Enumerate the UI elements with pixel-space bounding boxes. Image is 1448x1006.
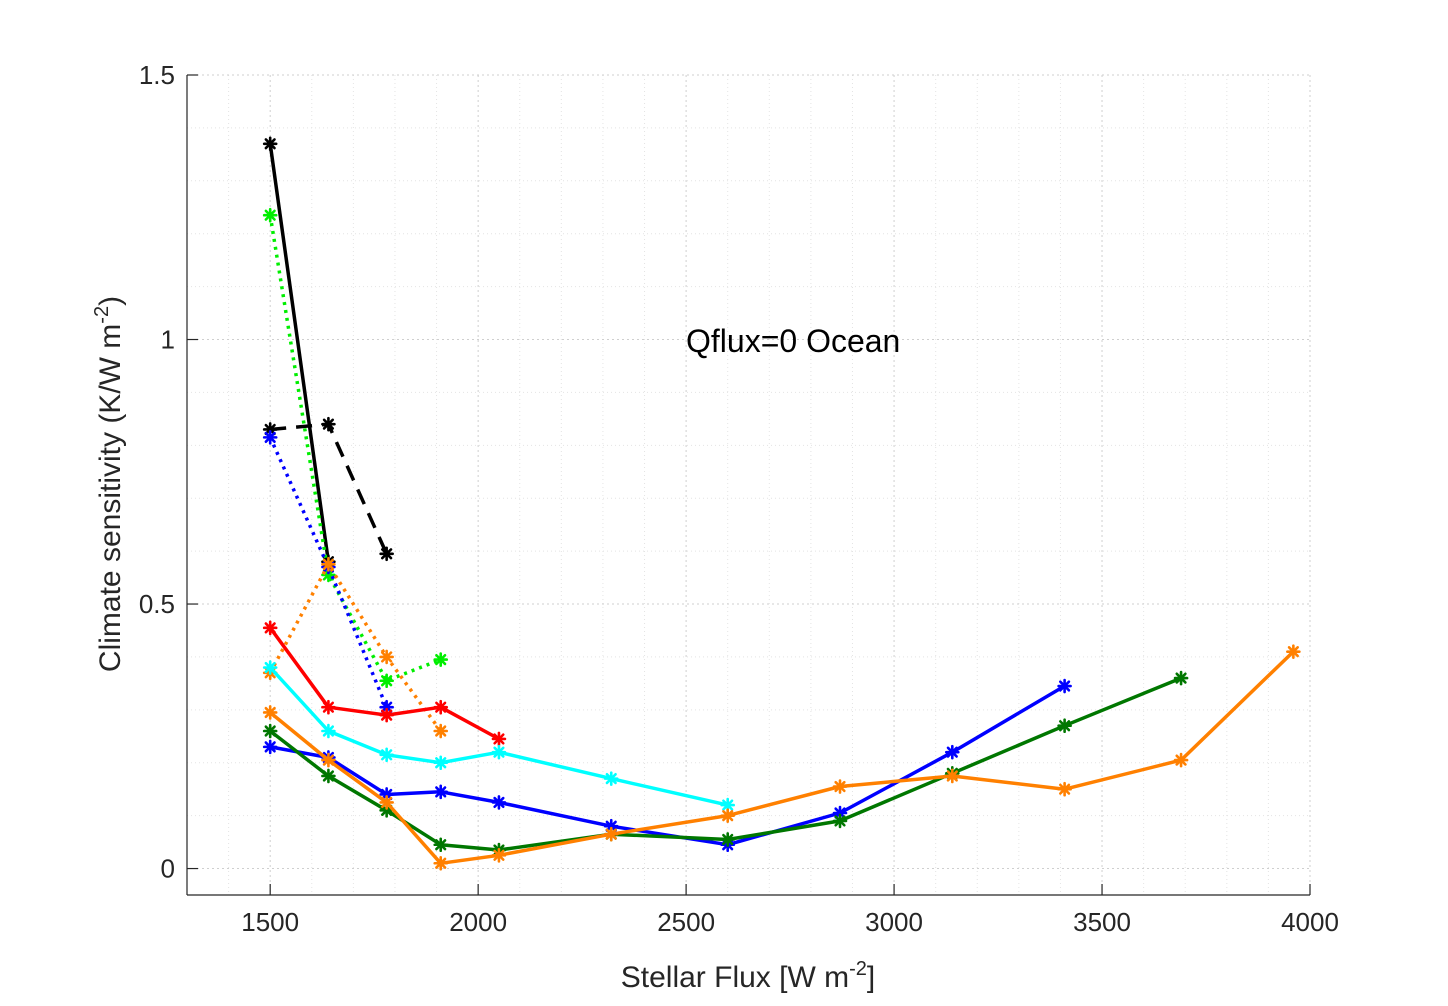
x-tick-label: 4000 — [1281, 907, 1339, 937]
data-point — [720, 832, 736, 847]
series-line-black-solid — [268, 143, 331, 562]
x-tick-label: 1500 — [241, 907, 299, 937]
x-tick-label: 2000 — [449, 907, 507, 937]
data-point — [832, 779, 848, 794]
y-tick-label: 1 — [161, 325, 175, 355]
data-point — [321, 557, 336, 572]
data-point — [491, 795, 507, 810]
data-point — [491, 848, 507, 863]
data-point — [379, 707, 394, 723]
data-point — [433, 855, 449, 871]
data-point — [321, 723, 336, 739]
data-point — [433, 784, 449, 800]
data-point — [433, 699, 449, 715]
x-tick-label: 3500 — [1073, 907, 1131, 937]
series-cyan — [262, 660, 736, 813]
data-point — [321, 699, 336, 715]
data-point — [262, 660, 278, 675]
data-point — [379, 795, 394, 810]
data-point — [262, 620, 278, 636]
data-point — [262, 430, 278, 445]
data-point — [262, 207, 278, 223]
x-axis-label: Stellar Flux [W m-2] — [621, 958, 876, 994]
data-point — [491, 731, 507, 747]
data-point — [1057, 718, 1072, 734]
data-point — [603, 771, 619, 786]
series-line-green-dotted — [268, 214, 442, 683]
series-layer — [262, 136, 1301, 871]
series-green-dotted — [262, 207, 449, 689]
data-point — [433, 837, 449, 853]
annotation-text: Qflux=0 Ocean — [686, 323, 900, 359]
y-tick-label: 0.5 — [139, 589, 175, 619]
data-point — [1057, 678, 1072, 694]
series-line-orange-dotted — [268, 562, 443, 733]
data-point — [491, 744, 507, 760]
data-point — [945, 744, 960, 760]
data-point — [262, 705, 278, 720]
data-point — [262, 739, 278, 755]
data-point — [603, 826, 619, 842]
data-point — [433, 652, 449, 667]
axes-layer: 1500 2000 2500 3000 3500 4000 0 0.5 1 1.5 — [139, 60, 1339, 937]
data-point — [832, 813, 848, 829]
y-tick-label: 0 — [161, 854, 175, 884]
data-point — [1173, 752, 1189, 768]
series-orange — [262, 644, 1301, 871]
y-tick-label: 1.5 — [139, 60, 175, 90]
data-point — [1173, 670, 1189, 686]
data-point — [262, 136, 278, 152]
data-point — [720, 808, 736, 823]
data-point — [262, 723, 278, 739]
data-point — [379, 649, 394, 665]
data-point — [1057, 781, 1072, 797]
series-red — [262, 620, 507, 747]
series-line-orange — [269, 650, 1295, 866]
data-point — [321, 416, 336, 432]
data-point — [379, 673, 394, 689]
data-point — [379, 747, 394, 763]
data-point — [321, 752, 336, 768]
data-point — [321, 768, 336, 784]
data-point — [832, 805, 848, 821]
data-point — [1286, 644, 1301, 659]
x-tick-label: 3000 — [865, 907, 923, 937]
x-tick-label: 2500 — [657, 907, 715, 937]
data-point — [379, 546, 394, 562]
data-point — [945, 768, 960, 784]
grid-layer — [187, 74, 1311, 895]
data-point — [433, 723, 449, 739]
data-point — [433, 755, 449, 771]
y-axis-label: Climate sensitivity (K/W m-2) — [91, 296, 127, 672]
